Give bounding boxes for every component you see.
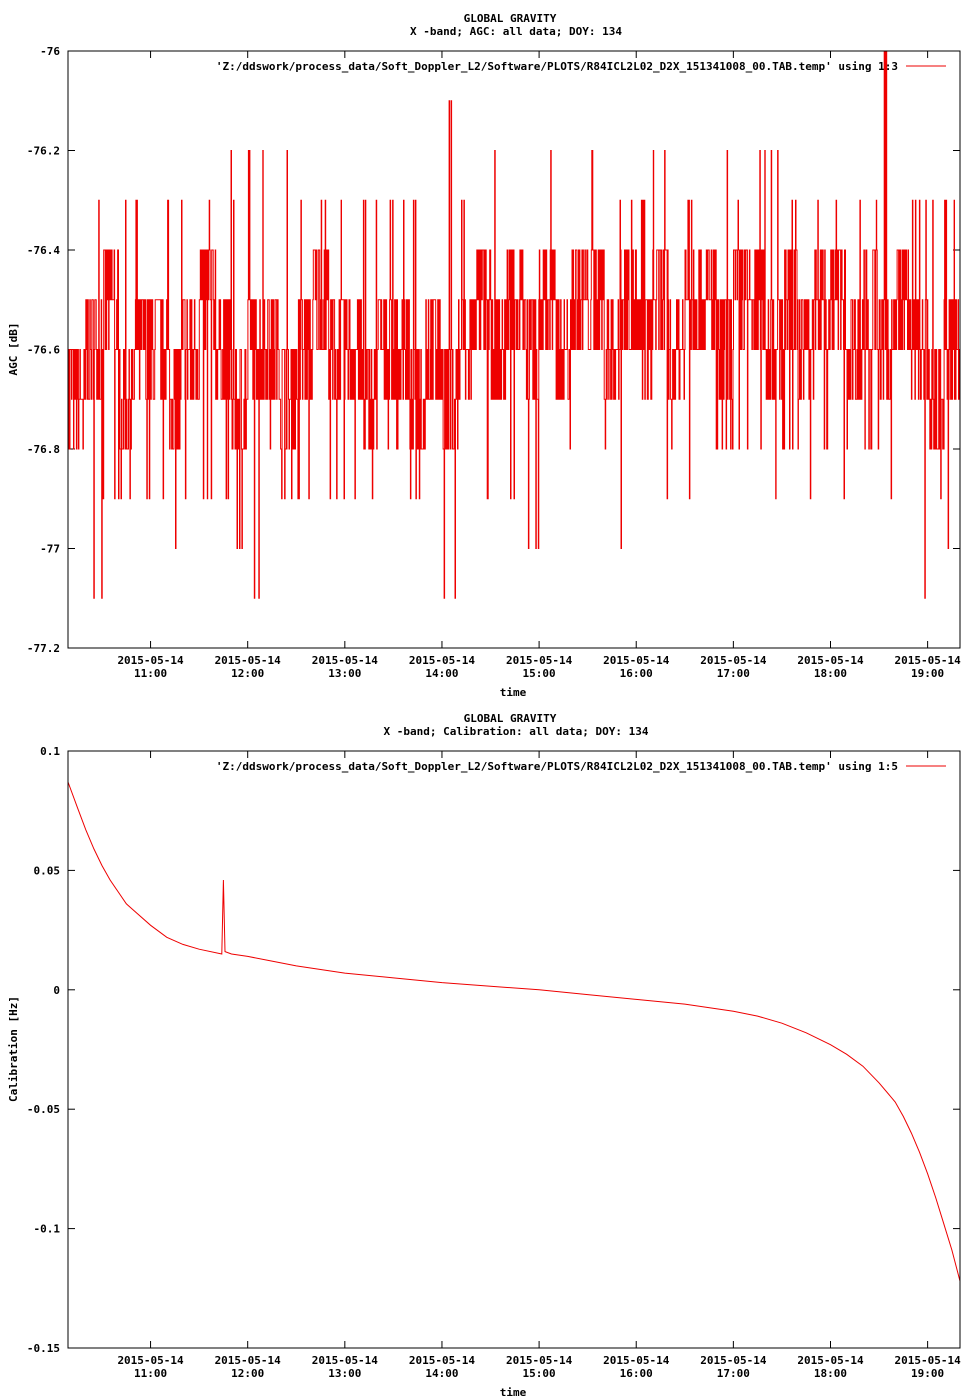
legend-label: 'Z:/ddswork/process_data/Soft_Doppler_L2… [216, 760, 898, 773]
plot-frame [67, 750, 961, 1349]
x-tick-date: 2015-05-14 [700, 1354, 767, 1367]
series-line [67, 781, 961, 1282]
y-tick-label: -0.15 [27, 1342, 60, 1355]
x-tick-date: 2015-05-14 [215, 1354, 282, 1367]
x-tick-time: 16:00 [620, 1367, 653, 1380]
plot-frame [67, 50, 961, 649]
x-tick-date: 2015-05-14 [312, 1354, 379, 1367]
chart-subtitle: X -band; AGC: all data; DOY: 134 [410, 25, 622, 38]
y-tick-label: -76.4 [27, 244, 60, 257]
x-tick-time: 14:00 [425, 667, 458, 680]
axis-ticks: -76 -76.2 -76.4 -76.6 -76.8 -77 -77.2 2015-05-1… [27, 45, 961, 680]
x-tick-date: 2015-05-14 [603, 1354, 670, 1367]
axis-ticks: 0.10.050-0.05-0.1-0.152015-05-1411:00201… [27, 745, 961, 1380]
x-axis-label: time [500, 1386, 527, 1399]
x-tick-date: 2015-05-14 [797, 654, 864, 667]
x-tick-time: 18:00 [814, 1367, 847, 1380]
chart-subtitle: X -band; Calibration: all data; DOY: 134 [384, 725, 649, 738]
x-tick-time: 14:00 [425, 1367, 458, 1380]
x-tick-time: 13:00 [328, 1367, 361, 1380]
x-tick-date: 2015-05-14 [117, 1354, 184, 1367]
data-series [67, 781, 961, 1282]
y-tick-label: -76.6 [27, 344, 60, 357]
y-axis-label: AGC [dB] [7, 323, 20, 376]
y-tick-label: 0 [53, 984, 60, 997]
y-tick-label: -0.1 [34, 1223, 61, 1236]
y-tick-label: -77 [40, 543, 60, 556]
y-tick-label: -77.2 [27, 642, 60, 655]
x-tick-time: 11:00 [134, 667, 167, 680]
x-tick-date: 2015-05-14 [409, 654, 476, 667]
x-tick-time: 16:00 [620, 667, 653, 680]
x-tick-date: 2015-05-14 [895, 654, 962, 667]
x-tick-date: 2015-05-14 [506, 1354, 573, 1367]
series-line [67, 50, 961, 599]
x-axis-label: time [500, 686, 527, 699]
y-axis-label: Calibration [Hz] [7, 996, 20, 1102]
x-tick-time: 12:00 [231, 1367, 264, 1380]
x-tick-date: 2015-05-14 [700, 654, 767, 667]
x-tick-date: 2015-05-14 [895, 1354, 962, 1367]
chart-title: GLOBAL GRAVITY [464, 12, 557, 25]
x-tick-date: 2015-05-14 [797, 1354, 864, 1367]
x-tick-date: 2015-05-14 [409, 1354, 476, 1367]
x-tick-time: 11:00 [134, 1367, 167, 1380]
x-tick-date: 2015-05-14 [117, 654, 184, 667]
chart-title: GLOBAL GRAVITY [464, 712, 557, 725]
data-series [67, 50, 961, 599]
x-tick-date: 2015-05-14 [506, 654, 573, 667]
x-tick-time: 17:00 [717, 667, 750, 680]
calibration-chart: GLOBAL GRAVITY X -band; Calibration: all… [7, 712, 961, 1399]
x-tick-time: 19:00 [911, 1367, 944, 1380]
x-tick-time: 18:00 [814, 667, 847, 680]
x-tick-date: 2015-05-14 [603, 654, 670, 667]
x-tick-time: 13:00 [328, 667, 361, 680]
x-tick-date: 2015-05-14 [215, 654, 282, 667]
x-tick-time: 15:00 [523, 667, 556, 680]
y-tick-label: -76 [40, 45, 60, 58]
x-tick-time: 17:00 [717, 1367, 750, 1380]
x-tick-time: 19:00 [911, 667, 944, 680]
x-tick-date: 2015-05-14 [312, 654, 379, 667]
x-tick-time: 12:00 [231, 667, 264, 680]
y-tick-label: -76.8 [27, 443, 60, 456]
x-tick-time: 15:00 [523, 1367, 556, 1380]
y-tick-label: -76.2 [27, 145, 60, 158]
agc-chart: GLOBAL GRAVITY X -band; AGC: all data; D… [7, 12, 961, 699]
legend-label: 'Z:/ddswork/process_data/Soft_Doppler_L2… [216, 60, 898, 73]
y-tick-label: 0.1 [40, 745, 60, 758]
y-tick-label: -0.05 [27, 1103, 60, 1116]
y-tick-label: 0.05 [34, 864, 61, 877]
